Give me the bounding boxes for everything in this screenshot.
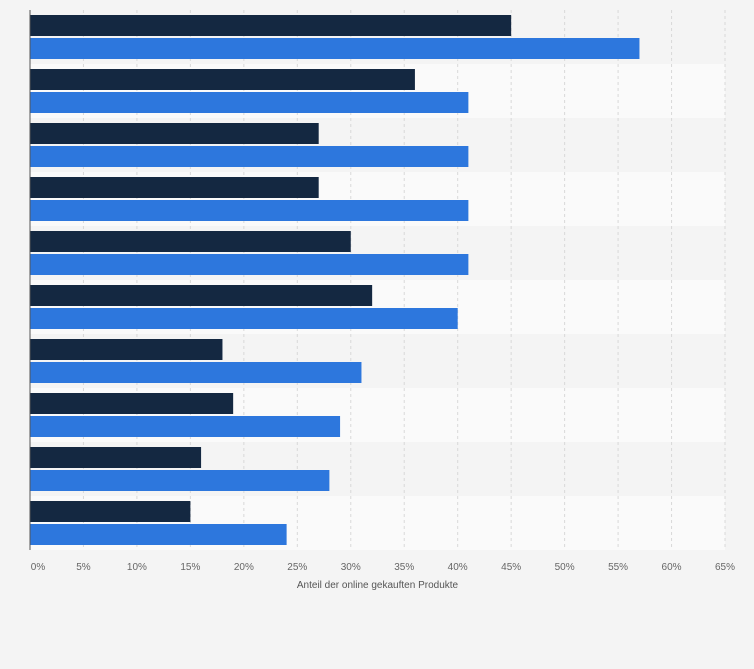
x-tick-label-5: 25% bbox=[287, 562, 307, 573]
bar-series2-row5 bbox=[30, 254, 469, 275]
x-tick-label-7: 35% bbox=[394, 562, 414, 573]
bar-series2-row4 bbox=[30, 200, 469, 221]
x-axis-title: Anteil der online gekauften Produkte bbox=[297, 580, 459, 591]
bar-series1-row6 bbox=[30, 285, 373, 306]
x-tick-label-8: 40% bbox=[448, 562, 468, 573]
bar-series2-row10 bbox=[30, 524, 287, 545]
bar-series2-row9 bbox=[30, 470, 330, 491]
bars bbox=[30, 15, 640, 545]
bar-series1-row7 bbox=[30, 339, 223, 360]
x-tick-label-6: 30% bbox=[341, 562, 361, 573]
bar-series2-row7 bbox=[30, 362, 362, 383]
x-tick-label-10: 50% bbox=[555, 562, 575, 573]
bar-series1-row10 bbox=[30, 501, 191, 522]
x-tick-label-12: 60% bbox=[662, 562, 682, 573]
x-tick-label-9: 45% bbox=[501, 562, 521, 573]
bar-series1-row4 bbox=[30, 177, 319, 198]
x-tick-label-0: 0% bbox=[31, 562, 46, 573]
bar-series2-row3 bbox=[30, 146, 469, 167]
bar-series2-row1 bbox=[30, 38, 640, 59]
bar-series1-row5 bbox=[30, 231, 351, 252]
x-tick-label-4: 20% bbox=[234, 562, 254, 573]
bar-series2-row2 bbox=[30, 92, 469, 113]
bar-series1-row1 bbox=[30, 15, 512, 36]
bar-series1-row8 bbox=[30, 393, 234, 414]
x-tick-labels: 0% 5% 10% 15% 20% 25% 30% 35% 40% 45% 50% 55% 60% 65% bbox=[31, 562, 735, 573]
x-tick-label-11: 55% bbox=[608, 562, 628, 573]
bar-series2-row6 bbox=[30, 308, 458, 329]
x-tick-label-13: 65% bbox=[715, 562, 735, 573]
bar-series1-row2 bbox=[30, 69, 415, 90]
bar-series2-row8 bbox=[30, 416, 341, 437]
bar-series1-row3 bbox=[30, 123, 319, 144]
x-tick-label-2: 10% bbox=[127, 562, 147, 573]
bar-series1-row9 bbox=[30, 447, 202, 468]
x-tick-label-1: 5% bbox=[76, 562, 91, 573]
x-tick-label-3: 15% bbox=[180, 562, 200, 573]
